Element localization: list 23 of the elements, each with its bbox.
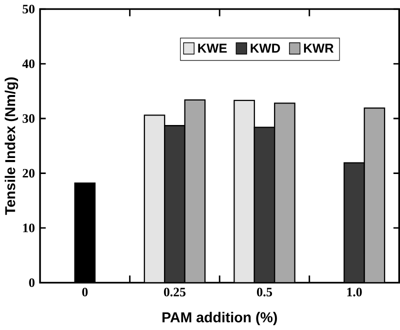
y-tick-label: 20 <box>22 168 35 178</box>
x-tick-label: 0.5 <box>256 288 272 296</box>
legend-label: KWE <box>198 44 227 53</box>
y-axis-title: Tensile Index (Nm/g) <box>4 77 18 215</box>
x-axis-title: PAM addition (%) <box>162 312 277 326</box>
y-tick-label: 30 <box>22 114 35 123</box>
x-tick-label: 0.25 <box>164 288 186 296</box>
bar <box>274 102 296 283</box>
bar <box>234 100 255 283</box>
bar <box>144 114 166 283</box>
bar <box>344 162 365 283</box>
legend-label: KWD <box>250 44 280 53</box>
bar <box>164 125 186 283</box>
legend-label: KWR <box>304 44 334 53</box>
bar <box>184 99 206 283</box>
y-tick-label: 50 <box>22 4 35 14</box>
y-tick-label: 10 <box>23 224 35 232</box>
x-tick-label: 0 <box>82 288 88 296</box>
x-tick-label: 1.0 <box>347 288 362 296</box>
bar <box>254 126 276 283</box>
y-tick-label: 0 <box>29 278 35 288</box>
y-tick-label: 40 <box>22 59 35 68</box>
bar <box>364 108 386 283</box>
